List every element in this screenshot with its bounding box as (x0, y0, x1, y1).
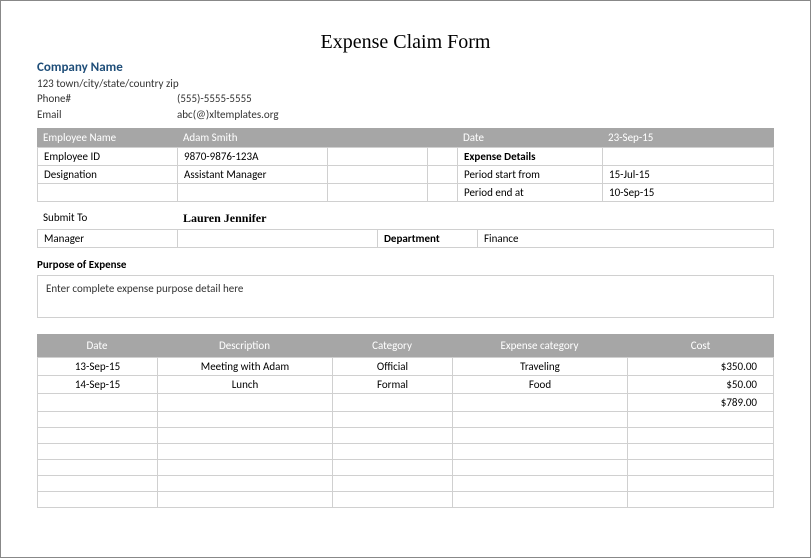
company-email-row: Email abc(@)xltemplates.org (37, 107, 774, 122)
col-date: Date (37, 334, 157, 357)
company-address: 123 town/city/state/country zip (37, 76, 774, 91)
purpose-section-label: Purpose of Expense (37, 258, 774, 271)
manager-label: Manager (38, 230, 178, 248)
date-value: 23-Sep-15 (602, 128, 774, 147)
phone-label: Phone# (37, 91, 177, 106)
employee-details-table: Employee ID9870-9876-123AExpense Details… (37, 147, 774, 202)
table-row: 14-Sep-15LunchFormalFood$50.00 (38, 376, 774, 394)
table-row (38, 476, 774, 492)
col-category: Category (332, 334, 452, 357)
department-label: Department (378, 230, 478, 248)
company-name: Company Name (37, 60, 774, 75)
expense-table: 13-Sep-15Meeting with AdamOfficialTravel… (37, 357, 774, 508)
col-cost: Cost (627, 334, 774, 357)
table-row (38, 444, 774, 460)
table-row: $789.00 (38, 394, 774, 412)
table-row: 13-Sep-15Meeting with AdamOfficialTravel… (38, 358, 774, 376)
submit-to-value: Lauren Jennifer (177, 208, 272, 229)
col-description: Description (157, 334, 332, 357)
department-value: Finance (478, 230, 774, 248)
emp-name-value: Adam Smith (177, 128, 427, 147)
phone-value: (555)-5555-5555 (177, 91, 252, 106)
email-value: abc(@)xltemplates.org (177, 107, 279, 122)
col-expense-category: Expense category (452, 334, 627, 357)
email-label: Email (37, 107, 177, 122)
date-label: Date (457, 128, 602, 147)
employee-header-band: Employee Name Adam Smith Date 23-Sep-15 (37, 128, 774, 147)
table-row (38, 460, 774, 476)
table-row: DesignationAssistant ManagerPeriod start… (38, 166, 774, 184)
expense-table-header: Date Description Category Expense catego… (37, 334, 774, 357)
company-phone-row: Phone# (555)-5555-5555 (37, 91, 774, 106)
table-row: Period end at10-Sep-15 (38, 184, 774, 202)
expense-claim-form: Expense Claim Form Company Name 123 town… (1, 1, 810, 508)
table-row (38, 428, 774, 444)
emp-name-label: Employee Name (37, 128, 177, 147)
submit-to-row: Submit To Lauren Jennifer (37, 208, 774, 229)
submit-to-label: Submit To (37, 208, 177, 229)
purpose-text-box[interactable]: Enter complete expense purpose detail he… (37, 275, 774, 318)
form-title: Expense Claim Form (37, 31, 774, 54)
table-row (38, 412, 774, 428)
table-row (38, 492, 774, 508)
table-row: Manager Department Finance (38, 230, 774, 248)
manager-table: Manager Department Finance (37, 229, 774, 248)
table-row: Employee ID9870-9876-123AExpense Details (38, 148, 774, 166)
